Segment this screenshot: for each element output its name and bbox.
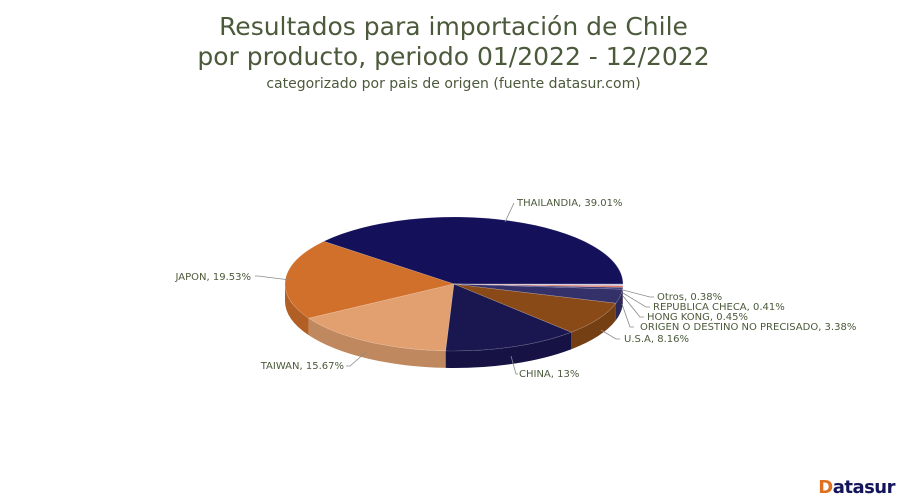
pie-sides	[285, 284, 623, 368]
data-label: CHINA, 13%	[519, 369, 579, 380]
pie-slice-side	[571, 303, 616, 350]
leader-line	[600, 329, 620, 340]
data-label: Otros, 0.38%	[657, 292, 722, 303]
datasur-logo[interactable]: Datasur	[818, 477, 895, 498]
data-label: TAIWAN, 15.67%	[260, 361, 344, 372]
data-label: JAPON, 19.53%	[175, 272, 251, 283]
data-label: ORIGEN O DESTINO NO PRECISADO, 3.38%	[640, 322, 856, 333]
leader-line	[510, 355, 518, 375]
pie-slice-republica-checa[interactable]	[453, 283, 624, 288]
leader-line	[622, 295, 644, 318]
data-label: REPUBLICA CHECA, 0.41%	[653, 302, 785, 313]
chart-title-line2: por producto, periodo 01/2022 - 12/2022	[197, 42, 710, 71]
pie-slice-side	[615, 289, 623, 321]
leader-line	[622, 289, 654, 298]
pie-slice-side	[445, 332, 572, 368]
data-label: HONG KONG, 0.45%	[647, 312, 748, 323]
leader-line	[346, 351, 367, 367]
pie-slice-otros[interactable]	[453, 283, 624, 286]
data-label: THAILANDIA, 39.01%	[516, 198, 623, 209]
pie-top	[284, 216, 624, 352]
pie-slice-origen-o-destino-no-precisado[interactable]	[453, 283, 623, 304]
pie-slice-taiwan[interactable]	[308, 283, 455, 352]
pie-slice-china[interactable]	[445, 283, 573, 352]
pie-slice-thailandia[interactable]	[322, 216, 624, 285]
pie-slice-u-s-a[interactable]	[453, 283, 617, 333]
leader-line	[504, 202, 515, 223]
pie-slice-side	[308, 318, 446, 368]
pie-slice-japon[interactable]	[284, 241, 456, 319]
chart-subtitle: categorizado por pais de origen (fuente …	[266, 76, 641, 92]
leader-line	[255, 275, 291, 281]
leader-line	[621, 303, 634, 328]
chart-title-line1: Resultados para importación de Chile	[219, 12, 688, 41]
pie-slice-hong-kong[interactable]	[453, 283, 624, 290]
pie-labels: THAILANDIA, 39.01% JAPON, 19.53% TAIWAN, 1…	[175, 198, 857, 380]
pie-slice-side	[285, 284, 309, 336]
data-label: U.S.A, 8.16%	[624, 334, 689, 345]
leader-line	[622, 292, 650, 308]
